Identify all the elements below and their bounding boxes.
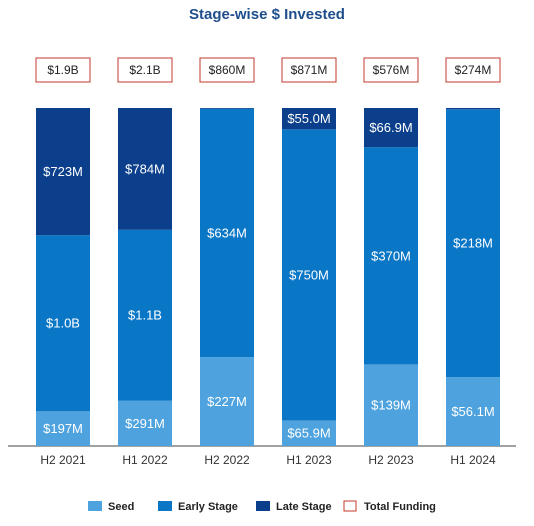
bar-segment: [446, 377, 500, 446]
bar-segment: [36, 235, 90, 412]
data-label: $197M: [43, 421, 83, 436]
legend-label: Early Stage: [178, 501, 238, 513]
x-tick-label: H2 2023: [368, 453, 414, 467]
x-tick-label: H1 2022: [122, 453, 168, 467]
legend-swatch: [343, 500, 357, 512]
data-label: $1.0B: [46, 316, 80, 331]
bar-segment: [118, 400, 172, 446]
chart-title: Stage-wise $ Invested: [189, 6, 345, 23]
x-tick-label: H2 2021: [40, 453, 86, 467]
data-label: $291M: [125, 416, 165, 431]
total-box: [363, 57, 419, 83]
data-label: $370M: [371, 248, 411, 263]
legend-label: Seed: [108, 501, 134, 513]
legend-swatch: [158, 501, 172, 511]
data-label: $55.0M: [287, 111, 330, 126]
total-box: [199, 57, 255, 83]
bar-segment: [36, 108, 90, 236]
bar-segment: [446, 109, 500, 378]
bar-segment: [36, 411, 90, 446]
total-box: [281, 57, 337, 83]
bar-segment: [200, 357, 254, 446]
bar-segment: [118, 108, 172, 230]
bar-segment: [282, 420, 336, 446]
data-label: $218M: [453, 236, 493, 251]
data-label: $1.1B: [128, 308, 162, 323]
bar-segment: [364, 364, 418, 446]
data-label: $634M: [207, 225, 247, 240]
data-label: $750M: [289, 267, 329, 282]
legend-swatch: [256, 501, 270, 511]
total-box: [35, 57, 91, 83]
bar-segment: [364, 147, 418, 365]
bar-segment: [282, 129, 336, 421]
bar-segment: [446, 108, 500, 110]
legend-swatch: [88, 501, 102, 511]
total-box: [117, 57, 173, 83]
data-label: $66.9M: [369, 120, 412, 135]
total-label: $860M: [209, 63, 246, 77]
total-label: $576M: [373, 63, 410, 77]
bar-segment: [200, 108, 254, 358]
x-tick-label: H1 2023: [286, 453, 332, 467]
total-label: $1.9B: [47, 63, 78, 77]
bar-segment: [118, 229, 172, 401]
data-label: $65.9M: [287, 426, 330, 441]
legend-label: Total Funding: [364, 501, 436, 513]
total-label: $871M: [291, 63, 328, 77]
x-tick-label: H1 2024: [450, 453, 496, 467]
data-label: $784M: [125, 161, 165, 176]
data-label: $723M: [43, 164, 83, 179]
data-label: $56.1M: [451, 404, 494, 419]
data-label: $227M: [207, 394, 247, 409]
data-label: $139M: [371, 398, 411, 413]
total-label: $2.1B: [129, 63, 160, 77]
total-box: [445, 57, 501, 83]
bar-segment: [364, 108, 418, 148]
bar-segment: [200, 108, 254, 109]
bar-segment: [282, 108, 336, 130]
total-label: $274M: [455, 63, 492, 77]
legend-label: Late Stage: [276, 501, 332, 513]
x-tick-label: H2 2022: [204, 453, 250, 467]
